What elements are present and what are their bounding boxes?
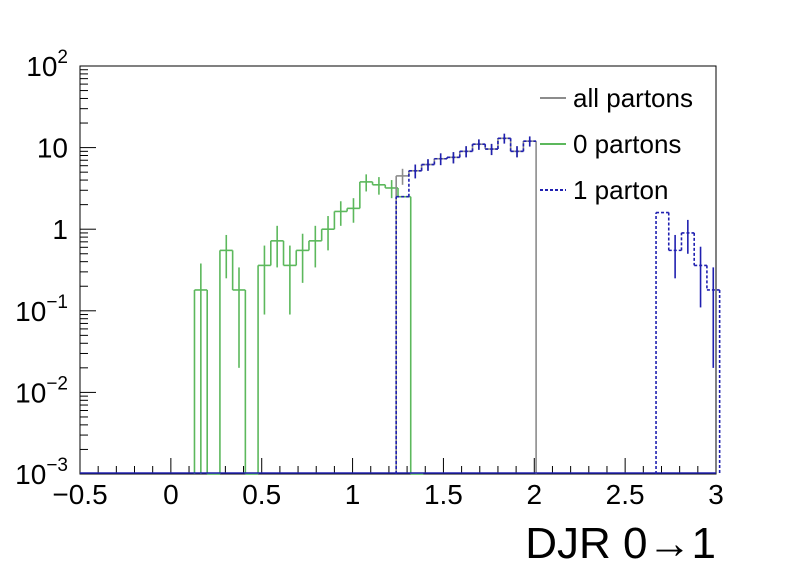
y-tick-label: 10−3 [15, 455, 68, 490]
x-tick-label: 2.5 [606, 479, 645, 510]
plot-frame [79, 65, 717, 475]
legend-label: all partons [573, 83, 693, 113]
x-tick-label: 0 [163, 479, 179, 510]
x-tick-label: 1.5 [424, 479, 463, 510]
y-tick-label: 102 [26, 47, 68, 82]
y-tick-label: 10−2 [15, 373, 68, 408]
legend-label: 0 partons [573, 129, 681, 159]
legend: all partons 0 partons 1 parton [540, 83, 693, 205]
y-axis: 10−3 10−2 10−1 1 10 102 [15, 47, 96, 490]
x-axis-label: DJR 0→1 [525, 519, 716, 568]
x-tick-label: 2 [526, 479, 542, 510]
x-axis: −0.5 0 0.5 1 1.5 2 2.5 3 [52, 458, 724, 510]
y-tick-label: 10−1 [15, 292, 68, 327]
y-tick-label: 1 [52, 214, 68, 245]
x-tick-label: 3 [708, 479, 724, 510]
x-tick-label: 0.5 [242, 479, 281, 510]
y-tick-label: 10 [37, 133, 68, 164]
legend-label: 1 parton [573, 175, 668, 205]
x-tick-label: 1 [345, 479, 361, 510]
series-layer [80, 133, 721, 475]
x-tick-label: −0.5 [52, 479, 107, 510]
